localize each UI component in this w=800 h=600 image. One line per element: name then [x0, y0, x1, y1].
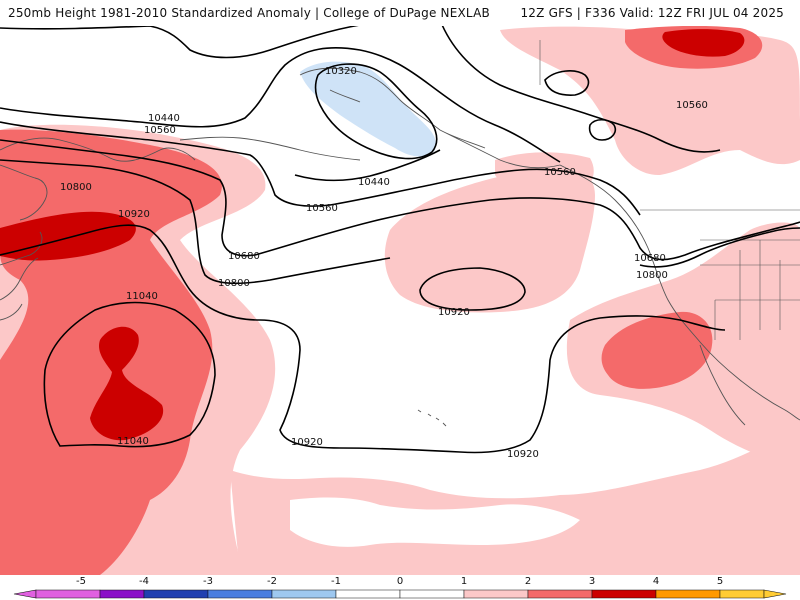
anomaly-positive3-southwest: [90, 326, 164, 441]
contour-10920-north: [0, 224, 726, 454]
contour-10920-central: [419, 267, 526, 311]
anomaly-positive-canada: [495, 152, 594, 199]
coast-japan: [0, 257, 39, 321]
coast-hawaii: [417, 409, 447, 427]
contour-label: 10920: [507, 449, 539, 460]
contour-label: 10920: [438, 307, 470, 318]
colorbar-tick-label: -3: [203, 576, 213, 587]
colorbar-bin: [591, 589, 657, 599]
anomaly-negative-alaska: [300, 61, 436, 157]
map-title: 250mb Height 1981-2010 Standardized Anom…: [8, 6, 490, 20]
model-run-label: 12Z GFS | F336 Valid: 12Z FRI JUL 04 202…: [520, 6, 784, 20]
contour-10680: [0, 139, 800, 261]
colorbar-bin: [655, 589, 721, 599]
colorbar-bin: [399, 589, 465, 599]
contour-10680-alaska: [544, 70, 590, 96]
colorbar-tick-label: -1: [331, 576, 341, 587]
contour-label: 10440: [148, 113, 180, 124]
colorbar-bin: [99, 589, 145, 599]
contour-label: 10800: [60, 182, 92, 193]
colorbar-left-arrow: [13, 589, 37, 599]
contour-label: 10680: [634, 253, 666, 264]
colorbar-tick-label: -4: [139, 576, 149, 587]
colorbar-tick-label: 4: [653, 576, 659, 587]
contour-label: 10920: [291, 437, 323, 448]
contour-label: 11040: [126, 291, 158, 302]
colorbar-tick-label: 2: [525, 576, 531, 587]
colorbar-bin: [463, 589, 529, 599]
contour-label: 10680: [228, 251, 260, 262]
coast-baja: [699, 344, 746, 426]
colorbar-tick-label: 0: [397, 576, 403, 587]
colorbar-right-arrow: [763, 589, 787, 599]
colorbar-tick-label: -5: [76, 576, 86, 587]
colorbar-tick-label: 5: [717, 576, 723, 587]
contour-10920-ring: [588, 118, 617, 141]
contour-11040: [43, 301, 216, 448]
contour-10320: [314, 63, 438, 160]
height-contours: [0, 19, 800, 454]
anomaly-positive2-east: [601, 311, 713, 389]
colorbar-bin: [35, 589, 101, 599]
contour-label: 10440: [358, 177, 390, 188]
colorbar-bin: [143, 589, 209, 599]
contour-label: 10560: [144, 125, 176, 136]
contour-label: 10560: [306, 203, 338, 214]
contour-label: 11040: [117, 436, 149, 447]
coast-alaska: [299, 67, 561, 169]
colorbar: -5 -4 -3 -2 -1 0 1 2 3 4 5: [13, 576, 787, 599]
colorbar-bin: [271, 589, 337, 599]
contour-label: 10320: [325, 66, 357, 77]
borders: [539, 40, 800, 340]
contour-label: 10560: [544, 167, 576, 178]
contour-10560-west: [0, 121, 641, 216]
colorbar-bin: [335, 589, 401, 599]
anomaly-positive3-northwest: [0, 211, 136, 261]
contour-labels: 10320 10440 10440 10560 10560 10560 1056…: [60, 66, 708, 460]
contour-label: 10560: [676, 100, 708, 111]
colorbar-tick-label: 3: [589, 576, 595, 587]
colorbar-bin: [719, 589, 765, 599]
map-header: 250mb Height 1981-2010 Standardized Anom…: [0, 0, 800, 26]
contour-10800: [0, 159, 800, 285]
anomaly-white-south: [290, 497, 580, 547]
coast-aleutians: [179, 136, 361, 161]
contour-label: 10920: [118, 209, 150, 220]
colorbar-tick-label: -2: [267, 576, 277, 587]
contour-label: 10800: [218, 278, 250, 289]
contour-10440: [0, 47, 561, 182]
contour-label: 10800: [636, 270, 668, 281]
coast-russia: [0, 137, 196, 266]
anomaly-positive-central: [384, 167, 595, 313]
colorbar-bin: [527, 589, 593, 599]
anomaly-shading: [0, 25, 800, 576]
anomaly-positive3-northeast: [662, 29, 745, 57]
colorbar-tick-label: 1: [461, 576, 467, 587]
colorbar-bin: [207, 589, 273, 599]
